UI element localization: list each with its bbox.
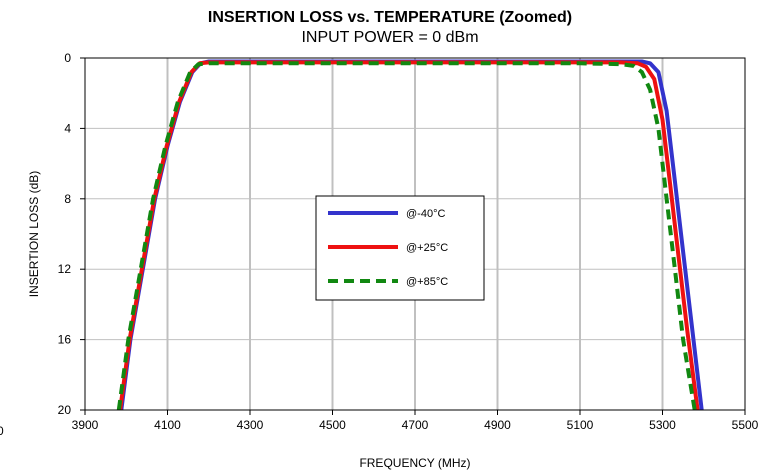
stray-label: 0 [0,424,4,438]
x-tick-label: 4700 [402,418,429,432]
y-tick-label: 0 [64,51,71,65]
x-axis: 3900 4100 4300 4500 4700 4900 5100 5300 5500 [72,410,759,432]
y-tick-label: 8 [64,192,71,206]
legend-label-2: @+25°C [406,242,448,254]
legend-label-3: @+85°C [406,276,448,288]
series-layer [116,59,704,411]
x-tick-label: 4300 [237,418,264,432]
chart-title: INSERTION LOSS vs. TEMPERATURE (Zoomed) [208,9,572,26]
series-line-2 [118,60,700,411]
x-tick-label: 5300 [649,418,676,432]
x-tick-label: 3900 [72,418,99,432]
x-tick-label: 5500 [732,418,759,432]
x-axis-label: FREQUENCY (MHz) [359,456,470,470]
y-tick-label: 16 [58,333,72,347]
x-tick-label: 4500 [319,418,346,432]
legend-label-1: @-40°C [406,208,445,220]
y-axis-label: INSERTION LOSS (dB) [27,171,41,297]
x-tick-label: 4100 [154,418,181,432]
x-tick-label: 5100 [567,418,594,432]
y-tick-label: 12 [58,262,72,276]
legend: @-40°C @+25°C @+85°C [315,195,485,301]
chart-subtitle: INPUT POWER = 0 dBm [301,29,478,46]
y-tick-label: 4 [64,121,71,135]
series-line-3 [116,61,697,411]
y-axis: 0 4 8 12 16 20 [58,51,85,417]
x-tick-label: 4900 [484,418,511,432]
y-tick-label: 20 [58,403,72,417]
